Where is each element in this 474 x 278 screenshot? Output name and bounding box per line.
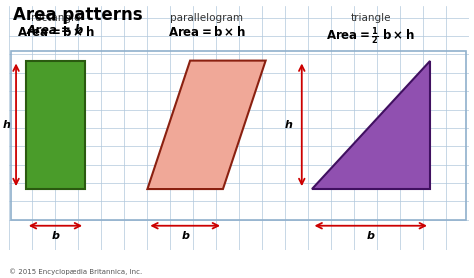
Text: parallelogram: parallelogram (170, 13, 243, 23)
Polygon shape (147, 61, 265, 189)
Text: b: b (52, 232, 59, 241)
Bar (26, 61, 85, 189)
Text: Area = b: Area = b (27, 24, 84, 37)
Polygon shape (311, 61, 430, 189)
Bar (11, 51, 466, 220)
Text: h: h (2, 120, 10, 130)
Text: © 2015 Encyclopædia Britannica, Inc.: © 2015 Encyclopædia Britannica, Inc. (9, 269, 143, 275)
Text: b: b (181, 232, 189, 241)
Text: h: h (285, 120, 292, 130)
Text: triangle: triangle (350, 13, 391, 23)
Text: $\mathit{\mathbf{Area = b \times h}}$: $\mathit{\mathbf{Area = b \times h}}$ (17, 26, 94, 39)
Text: $\mathit{\mathbf{Area = b \times h}}$: $\mathit{\mathbf{Area = b \times h}}$ (168, 26, 246, 39)
Text: $\mathit{\mathbf{Area = \frac{1}{2}\ b \times h}}$: $\mathit{\mathbf{Area = \frac{1}{2}\ b \… (327, 26, 415, 47)
Text: Area patterns: Area patterns (13, 6, 142, 24)
Text: b: b (367, 232, 375, 241)
Text: rectangle: rectangle (31, 13, 80, 23)
